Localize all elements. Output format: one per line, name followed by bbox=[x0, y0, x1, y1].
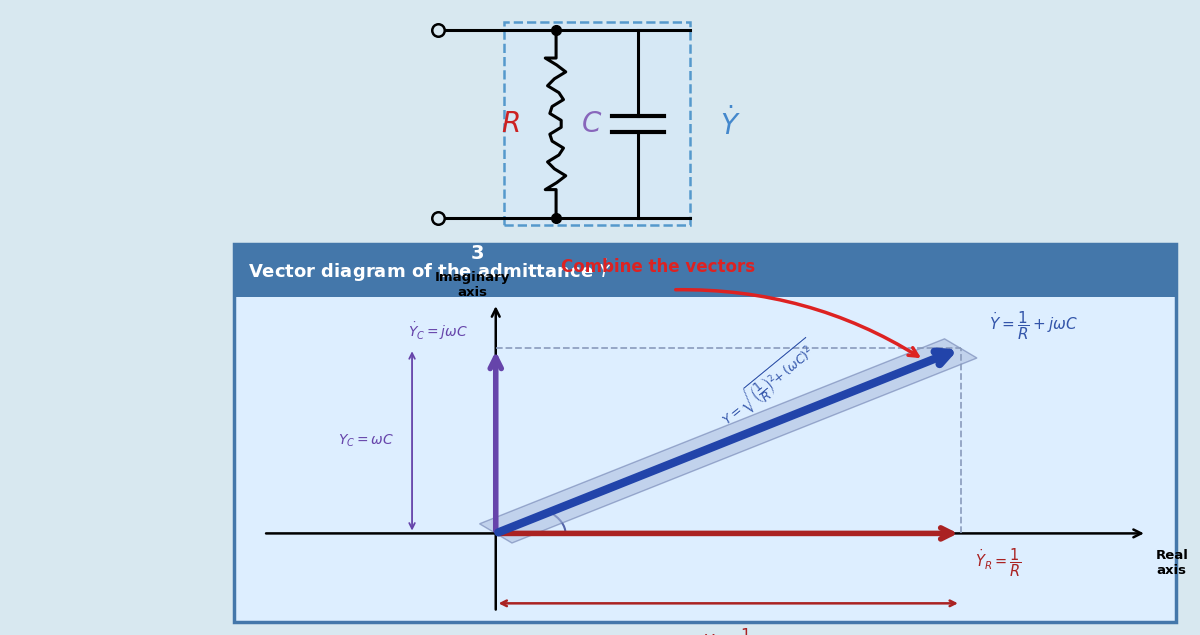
Text: $\dot{Y}$: $\dot{Y}$ bbox=[720, 107, 740, 140]
Text: $Y = \sqrt{\left(\dfrac{1}{R}\right)^2\!\!+(\omega C)^2}$: $Y = \sqrt{\left(\dfrac{1}{R}\right)^2\!… bbox=[714, 336, 823, 433]
Text: Real
axis: Real axis bbox=[1156, 549, 1189, 577]
Polygon shape bbox=[480, 339, 977, 543]
Text: $C$: $C$ bbox=[581, 110, 602, 138]
Polygon shape bbox=[504, 22, 690, 225]
FancyBboxPatch shape bbox=[234, 244, 1176, 297]
Circle shape bbox=[451, 241, 503, 266]
FancyBboxPatch shape bbox=[505, 240, 812, 294]
FancyBboxPatch shape bbox=[234, 244, 1176, 622]
Text: Vector diagram of the admittance $\dot{Y}$: Vector diagram of the admittance $\dot{Y… bbox=[248, 257, 613, 284]
Text: 3: 3 bbox=[470, 244, 484, 263]
Text: $\dot{Y}_R = \dfrac{1}{R}$: $\dot{Y}_R = \dfrac{1}{R}$ bbox=[974, 547, 1021, 580]
Text: $R$: $R$ bbox=[502, 110, 520, 138]
Text: $Y_R = \dfrac{1}{R}$: $Y_R = \dfrac{1}{R}$ bbox=[703, 626, 754, 635]
Text: $Y_C = \omega C$: $Y_C = \omega C$ bbox=[337, 432, 394, 449]
Text: $\dot{Y} = \dfrac{1}{R} + j\omega C$: $\dot{Y} = \dfrac{1}{R} + j\omega C$ bbox=[989, 309, 1078, 342]
Text: Imaginary
axis: Imaginary axis bbox=[434, 271, 510, 299]
Text: Combine the vectors: Combine the vectors bbox=[562, 258, 756, 276]
Text: $\dot{Y}_C = j\omega C$: $\dot{Y}_C = j\omega C$ bbox=[408, 320, 468, 342]
